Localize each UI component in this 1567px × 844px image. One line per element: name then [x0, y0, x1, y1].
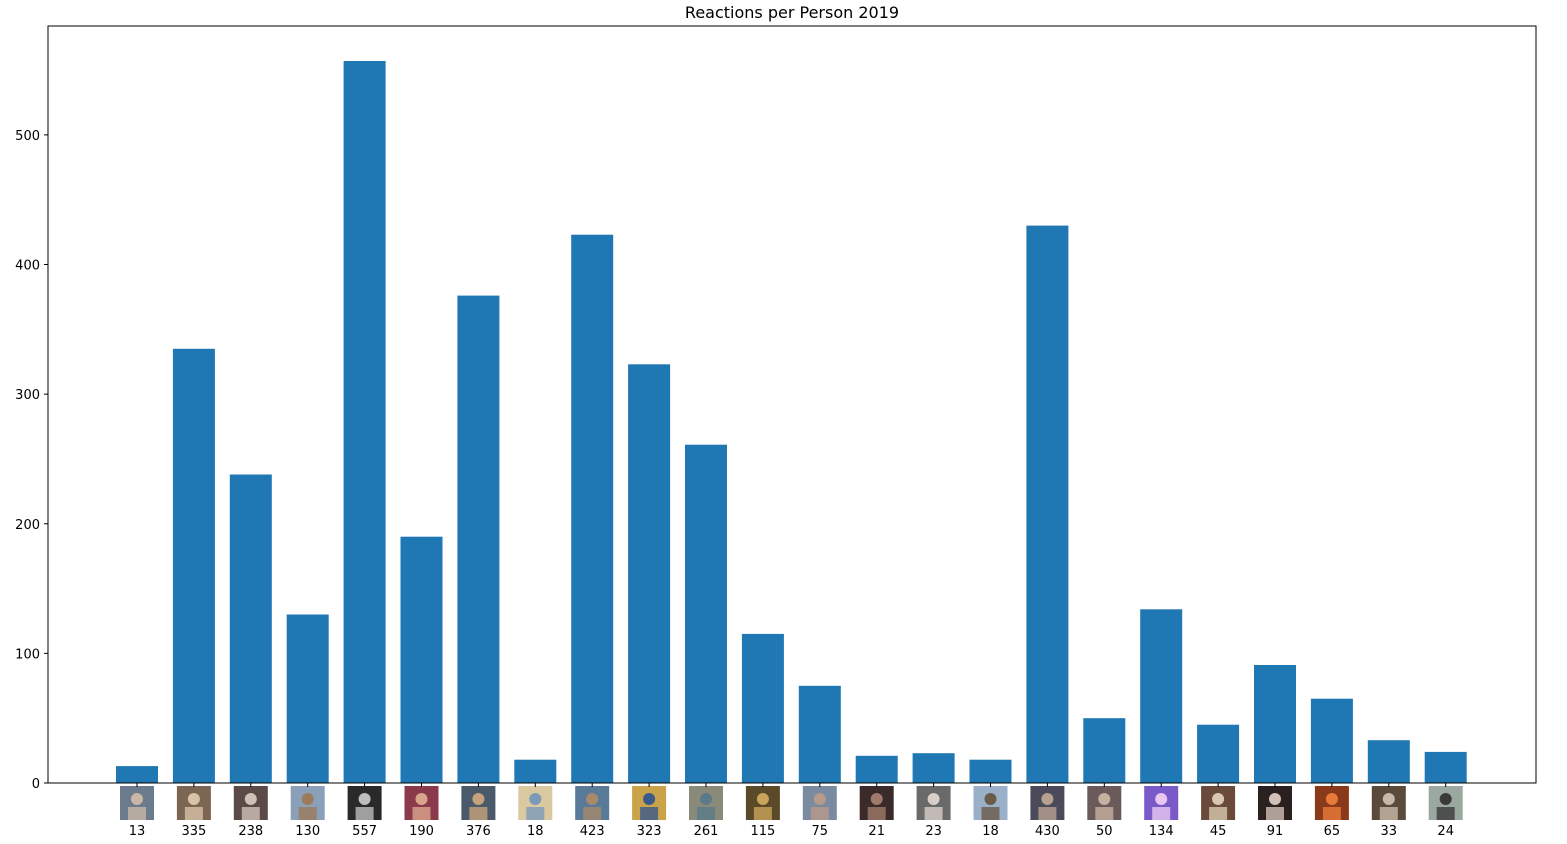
y-axis-ticks: 0 100 200 300 400 500 [15, 129, 48, 792]
bar [116, 766, 158, 783]
x-tick-label: 323 [637, 824, 662, 839]
x-tick-label: 23 [925, 824, 942, 839]
x-tick-label: 21 [868, 824, 885, 839]
chart-title: Reactions per Person 2019 [685, 3, 899, 22]
profile-thumbnail [120, 786, 154, 820]
x-tick-label: 50 [1096, 824, 1113, 839]
profile-thumbnail [802, 786, 837, 820]
bars-group [116, 61, 1467, 784]
profile-thumbnail [461, 786, 496, 820]
x-axis-ticks: 13 335 238 130 557 190 376 18 423 323 261 115 75 21 23… [129, 783, 1454, 839]
x-tick-label: 134 [1149, 824, 1174, 839]
x-tick-label: 45 [1210, 824, 1227, 839]
x-tick-label: 18 [527, 824, 544, 839]
bar [1140, 609, 1183, 783]
x-tick-label: 238 [238, 824, 263, 839]
profile-thumbnail [347, 786, 382, 820]
x-tick-label: 91 [1267, 824, 1284, 839]
x-tick-label: 335 [181, 824, 206, 839]
profile-thumbnail [1314, 786, 1349, 820]
bar [855, 755, 898, 783]
bar [286, 614, 329, 783]
x-tick-label: 190 [409, 824, 434, 839]
profile-thumbnail [1144, 786, 1179, 820]
profile-thumbnail [575, 786, 610, 820]
bar [400, 536, 443, 783]
bar [798, 685, 841, 783]
y-tick-label: 100 [15, 647, 40, 662]
bar [1367, 740, 1410, 783]
y-tick-label: 500 [15, 129, 40, 144]
x-tick-label: 18 [982, 824, 999, 839]
bar [571, 234, 614, 783]
x-tick-label: 557 [352, 824, 377, 839]
bar [1026, 225, 1069, 784]
profile-thumbnail [518, 786, 553, 820]
x-tick-label: 376 [466, 824, 491, 839]
profile-thumbnail [973, 786, 1008, 820]
profile-thumbnail [1201, 786, 1236, 820]
bar [741, 633, 784, 783]
bar [514, 759, 557, 783]
bar [1083, 718, 1126, 783]
bar [1254, 665, 1296, 783]
profile-thumbnail [1371, 786, 1406, 820]
profile-thumbnail [745, 786, 780, 820]
x-tick-label: 75 [812, 824, 829, 839]
x-tick-label: 130 [295, 824, 320, 839]
bar [172, 348, 215, 783]
profile-thumbnail [632, 786, 667, 820]
bar [685, 444, 727, 783]
profile-thumbnail [1030, 786, 1065, 820]
x-tick-label: 24 [1437, 824, 1454, 839]
bar [343, 61, 386, 783]
y-tick-label: 300 [15, 388, 40, 403]
bar [1310, 698, 1353, 783]
profile-thumbnail [689, 786, 723, 820]
y-tick-label: 200 [15, 518, 40, 533]
x-tick-label: 430 [1035, 824, 1060, 839]
profile-thumbnail [233, 786, 268, 820]
x-tick-label: 13 [129, 824, 146, 839]
bar [912, 753, 955, 783]
profile-thumbnail [176, 786, 211, 820]
bar [969, 759, 1012, 783]
profile-thumbnail [1428, 786, 1463, 820]
x-tick-label: 33 [1381, 824, 1398, 839]
bar [229, 474, 272, 783]
y-tick-label: 400 [15, 259, 40, 274]
profile-thumbnail [1087, 786, 1122, 820]
profile-thumbnail [916, 786, 951, 820]
tick-thumbnails-group [120, 786, 1463, 820]
x-tick-label: 261 [694, 824, 719, 839]
plot-area-frame [47, 25, 1537, 784]
y-tick-label: 0 [32, 777, 40, 792]
x-tick-label: 115 [750, 824, 775, 839]
x-tick-label: 423 [580, 824, 605, 839]
profile-thumbnail [404, 786, 439, 820]
bar [1424, 751, 1467, 783]
profile-thumbnail [290, 786, 325, 820]
bar [457, 295, 500, 783]
x-tick-label: 65 [1324, 824, 1341, 839]
bar [628, 364, 671, 783]
bar [1197, 724, 1240, 783]
profile-thumbnail [859, 786, 894, 820]
profile-thumbnail [1258, 786, 1292, 820]
